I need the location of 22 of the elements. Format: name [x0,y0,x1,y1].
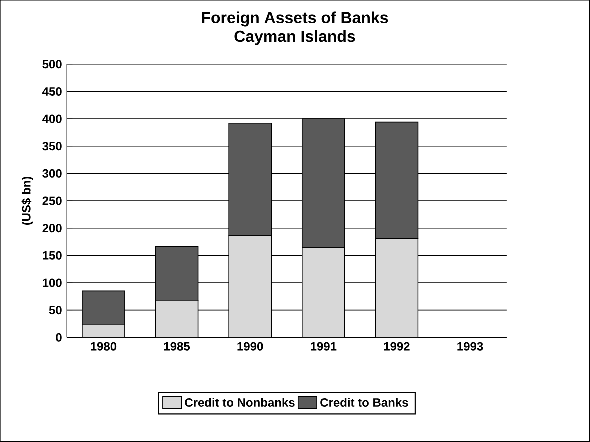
x-tick-label: 1980 [91,342,117,351]
x-tick-label: 1993 [458,342,484,351]
chart-subtitle: Cayman Islands [234,30,356,46]
x-tick-label: 1992 [384,342,410,351]
y-tick-label: 200 [42,224,62,233]
y-tick-label: 0 [56,333,62,342]
x-tick-label: 1985 [164,342,190,351]
chart-title: Foreign Assets of Banks [202,12,388,27]
x-tick-label: 1990 [238,342,264,351]
x-tick-label: 1991 [311,342,337,351]
y-tick-label: 100 [43,278,62,288]
legend-label: Credit to Nonbanks [185,398,295,407]
y-tick-label: 300 [42,169,62,178]
y-tick-label: 150 [43,251,62,260]
y-axis-title: (US$ bn) [22,176,34,226]
y-tick-label: 400 [42,114,62,124]
y-tick-label: 500 [42,60,62,69]
y-tick-label: 450 [42,87,62,96]
y-tick-label: 350 [42,142,62,151]
legend-label: Credit to Banks [320,398,408,407]
y-tick-label: 50 [49,306,62,315]
y-tick-label: 250 [42,196,62,206]
